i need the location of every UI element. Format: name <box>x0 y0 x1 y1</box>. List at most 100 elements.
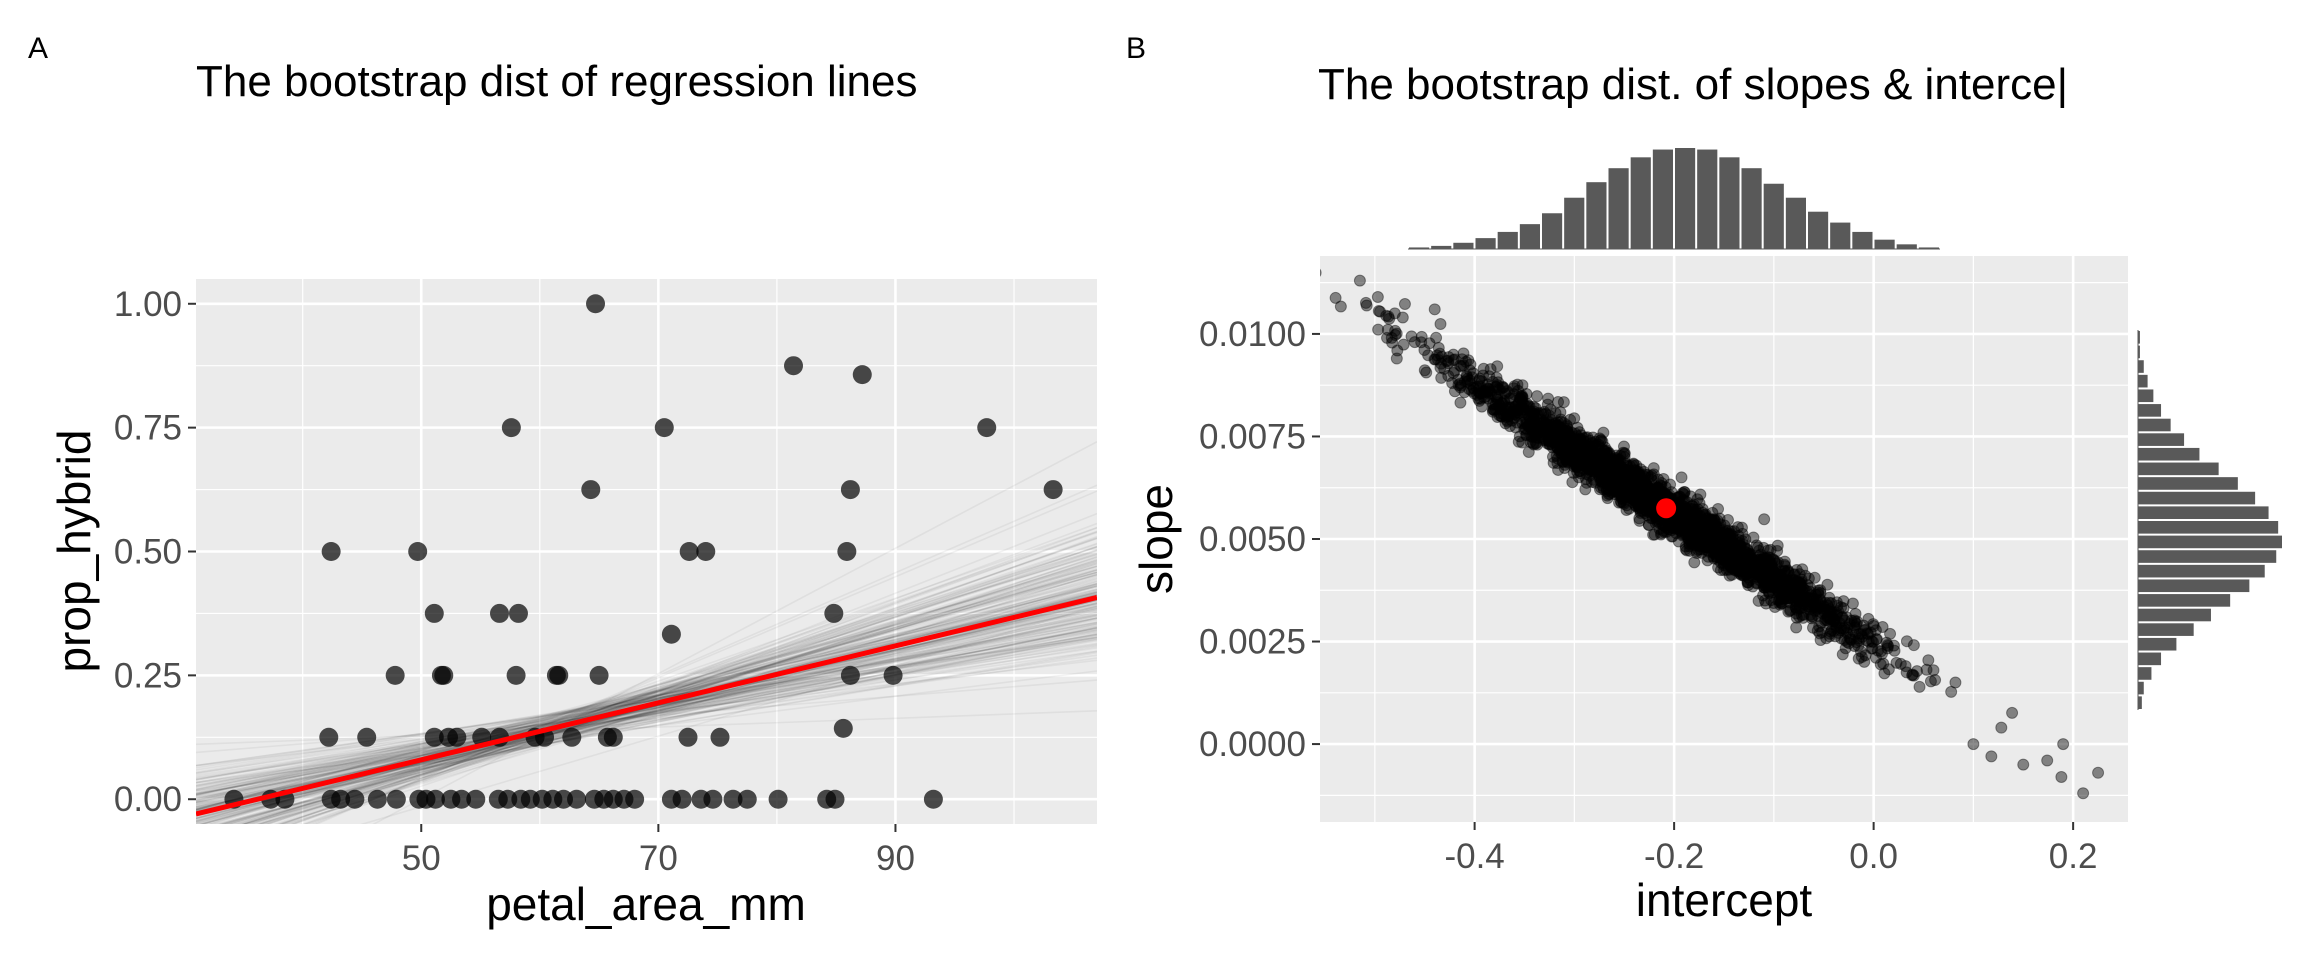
bootstrap-point <box>1735 550 1748 563</box>
bootstrap-point <box>1374 305 1387 318</box>
bootstrap-point <box>1727 545 1740 558</box>
bootstrap-point <box>1713 522 1726 535</box>
bootstrap-point <box>1636 473 1649 486</box>
y-tick-label: 0.0075 <box>1199 417 1306 456</box>
bootstrap-point <box>1541 437 1554 450</box>
bootstrap-point <box>1803 603 1816 616</box>
regression-line <box>196 595 1097 817</box>
bootstrap-point <box>1577 432 1590 445</box>
bootstrap-point <box>1527 414 1540 427</box>
bootstrap-point <box>1674 490 1687 503</box>
bootstrap-point <box>1564 442 1577 455</box>
bootstrap-point <box>1573 442 1586 455</box>
bootstrap-point <box>1577 443 1590 456</box>
bootstrap-point <box>1585 443 1598 456</box>
bootstrap-point <box>1723 543 1736 556</box>
bootstrap-point <box>1830 621 1843 634</box>
bootstrap-point <box>1510 404 1523 417</box>
bootstrap-point <box>1573 426 1586 439</box>
bootstrap-point <box>1772 575 1785 588</box>
bootstrap-point <box>1647 493 1660 506</box>
bootstrap-point <box>1577 443 1590 456</box>
bootstrap-point <box>1452 379 1465 392</box>
bootstrap-point <box>1486 405 1499 418</box>
bootstrap-point <box>1763 569 1776 582</box>
bootstrap-point <box>1611 478 1624 491</box>
bootstrap-point <box>1571 436 1584 449</box>
bootstrap-point <box>1907 639 1920 652</box>
bootstrap-point <box>1652 514 1665 527</box>
bootstrap-point <box>1609 478 1622 491</box>
bootstrap-point <box>1596 435 1609 448</box>
bootstrap-point <box>1659 519 1672 532</box>
bootstrap-point <box>1515 394 1528 407</box>
bootstrap-point <box>1727 543 1740 556</box>
bootstrap-point <box>1589 435 1602 448</box>
bootstrap-point <box>1642 483 1655 496</box>
bootstrap-point <box>1734 539 1747 552</box>
bootstrap-point <box>1713 521 1726 534</box>
bootstrap-point <box>1552 416 1565 429</box>
bootstrap-point <box>1834 624 1847 637</box>
bootstrap-point <box>1722 536 1735 549</box>
data-point <box>425 789 445 809</box>
bootstrap-point <box>1648 528 1661 541</box>
bootstrap-point <box>1639 477 1652 490</box>
bootstrap-point <box>1596 453 1609 466</box>
bootstrap-point <box>1765 580 1778 593</box>
bootstrap-point <box>1569 443 1582 456</box>
bootstrap-point <box>1571 441 1584 454</box>
bootstrap-point <box>1460 370 1473 383</box>
data-point <box>424 727 444 747</box>
bootstrap-point <box>1569 448 1582 461</box>
bootstrap-point <box>1585 455 1598 468</box>
bootstrap-point <box>1753 554 1766 567</box>
bootstrap-point <box>1681 522 1694 535</box>
bootstrap-point <box>1601 476 1614 489</box>
bootstrap-point <box>1496 410 1509 423</box>
bootstrap-point <box>1705 513 1718 526</box>
bootstrap-point <box>1629 489 1642 502</box>
bootstrap-point <box>1798 590 1811 603</box>
bootstrap-point <box>1563 429 1576 442</box>
bootstrap-point <box>1798 597 1811 610</box>
bootstrap-point <box>1758 565 1771 578</box>
bootstrap-point <box>1582 463 1595 476</box>
bootstrap-point <box>1755 571 1768 584</box>
bootstrap-point <box>1624 477 1637 490</box>
bootstrap-point <box>1498 394 1511 407</box>
bootstrap-point <box>1851 615 1864 628</box>
bootstrap-point <box>1696 533 1709 546</box>
bootstrap-point <box>1457 347 1470 360</box>
data-point <box>408 542 428 561</box>
bootstrap-point <box>1761 577 1774 590</box>
bootstrap-point <box>1675 471 1688 484</box>
bootstrap-point <box>1617 465 1630 478</box>
bootstrap-point <box>1555 421 1568 434</box>
bootstrap-point <box>1517 406 1530 419</box>
histogram-bar <box>1409 247 1430 249</box>
bootstrap-point <box>1462 354 1475 367</box>
bootstrap-point <box>1816 602 1829 615</box>
bootstrap-point <box>1787 574 1800 587</box>
bootstrap-point <box>1791 590 1804 603</box>
bootstrap-point <box>1558 433 1571 446</box>
bootstrap-point <box>1447 367 1460 380</box>
bootstrap-point <box>1607 477 1620 490</box>
bootstrap-point <box>1691 511 1704 524</box>
bootstrap-point <box>1786 586 1799 599</box>
bootstrap-point <box>1747 565 1760 578</box>
bootstrap-point <box>1727 536 1740 549</box>
bootstrap-point <box>1618 497 1631 510</box>
panel-b-y-axis-label: slope <box>1130 484 1182 594</box>
bootstrap-point <box>1782 578 1795 591</box>
bootstrap-point <box>1704 531 1717 544</box>
bootstrap-point <box>1580 457 1593 470</box>
bootstrap-line <box>196 582 1097 814</box>
bootstrap-point <box>1610 475 1623 488</box>
histogram-bar <box>2138 579 2250 593</box>
bootstrap-point <box>1698 509 1711 522</box>
bootstrap-point <box>1737 561 1750 574</box>
bootstrap-point <box>1761 566 1774 579</box>
bootstrap-point <box>1767 578 1780 591</box>
